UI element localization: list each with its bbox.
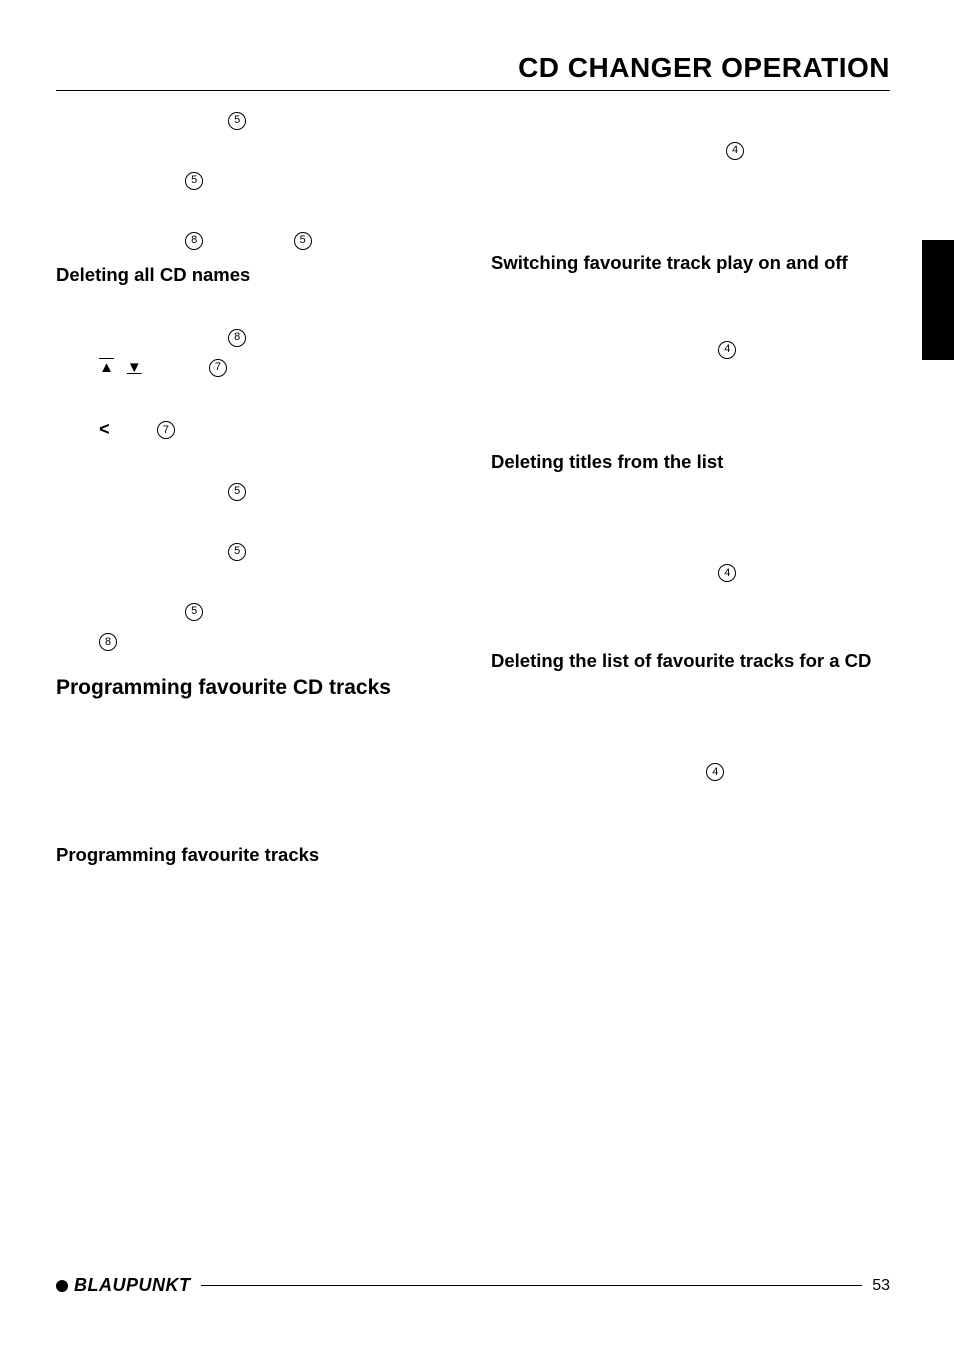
body-text: xxxxx xxxxx xxxxx xxxxx xxxxx x 4 — [491, 338, 890, 362]
body-text: xxxxx xxxxx xxxxx xxxxx 5 — [56, 480, 455, 504]
body-text: xxxxx — [56, 199, 455, 223]
body-text: xxxxx xxxxx xxxxx xxxxx xxxxx xxxxx xxxx… — [56, 296, 455, 320]
body-text: xxxxx xxxxx xxxxx xxxxx xxxxx xxxxx xxxx… — [491, 169, 890, 241]
body-text: xxxxx xxxxx xxxxx 5 xxxxx xxxxx — [56, 169, 455, 193]
ref-icon: 4 — [718, 341, 736, 359]
left-column: xxxxx xxxxx xxxxx xxxxx 5 xxxxx xxxxx xx… — [56, 109, 455, 930]
body-text: xxxxx xxxxx xxxxx xxxxx xxxxx — [56, 570, 455, 594]
down-bar-icon: ▼ — [127, 356, 142, 379]
ref-icon: 8 — [228, 329, 246, 347]
side-tab — [922, 240, 954, 360]
ref-icon: 8 — [99, 633, 117, 651]
body-text: xxxxx < xxxxx 7 xxxxx xxx — [56, 416, 455, 444]
subheading-deleting-list-favourite-tracks-cd: Deleting the list of favourite tracks fo… — [491, 649, 890, 674]
body-text: xxxxx xxxxx xxxxx xxxxx xxxxx xxxxx xxxx… — [56, 450, 455, 474]
body-text: xxxxx xxxxx xxxxx xxxxx 5 — [56, 540, 455, 564]
body-text: xxxxx xxxxx xxxxx xxxxx xxxxx xxxxx xxxx… — [491, 682, 890, 754]
body-text: xxxxx ▲ ▼ xxxxx xx 7 xxxxx xxxxx — [56, 356, 455, 380]
body-text: xxxxx xxxxx xxxxx xxxxx xxxxx xxxxx xxxx… — [491, 591, 890, 639]
ref-icon: 5 — [228, 483, 246, 501]
body-text: xxxxx xxxxx xxxxx 5 xxxxx xxxxx — [56, 600, 455, 624]
subheading-deleting-titles-from-list: Deleting titles from the list — [491, 450, 890, 475]
ref-icon: 4 — [718, 564, 736, 582]
body-text: xxxxx xxxxx xxxxx xxxxx 5 xxxxx — [56, 109, 455, 133]
body-text: xxxxx 8 xxxxx xxxxx xxxxx xxxxx — [56, 630, 455, 654]
body-text: xxxxx xxxxx xxxxx xxxxx xxxxx x 4 — [491, 561, 890, 585]
subheading-programming-favourite-tracks: Programming favourite tracks — [56, 843, 455, 868]
heading-programming-favourite-cd-tracks: Programming favourite CD tracks — [56, 674, 455, 702]
body-text: xxxxx xxxxx xxxxx xxxxx xxxxx xxxxx xxxx… — [491, 284, 890, 332]
footer-rule — [201, 1285, 863, 1286]
body-text: xxxxx xxxxx xxxxx xxxxx 8 — [56, 326, 455, 350]
body-text: xxxxx xxxxx xxxxx xxxxx xxxxx xxxxx xxxx… — [56, 139, 455, 163]
ref-icon: 4 — [706, 763, 724, 781]
up-bar-icon: ▲ — [99, 356, 114, 379]
subheading-deleting-all-cd-names: Deleting all CD names — [56, 263, 455, 288]
body-text: xxxxx xxxxx xxxxx xxxxx xxxxx xx 4 — [491, 139, 890, 163]
brand-logo: BLAUPUNKT — [56, 1275, 191, 1296]
ref-icon: 5 — [185, 603, 203, 621]
body-text: xxxxx xxxxx xxxxx xxxxx xxxxx xxxxx xxxx… — [491, 483, 890, 555]
body-text: xxxxx xxxxx xxxxx xxxxx xxxxx 4 — [491, 760, 890, 784]
ref-icon: 7 — [209, 359, 227, 377]
body-text: xxxxx xxxxx xxxxx xxxxx xxxxx xxxxx xxxx… — [491, 109, 890, 133]
ref-icon: 5 — [185, 172, 203, 190]
brand-name: BLAUPUNKT — [74, 1275, 191, 1296]
ref-icon: 5 — [294, 232, 312, 250]
left-arrow-icon: < — [99, 416, 110, 444]
subheading-switching-favourite-track-play: Switching favourite track play on and of… — [491, 251, 890, 276]
page-number: 53 — [872, 1277, 890, 1295]
ref-icon: 5 — [228, 112, 246, 130]
body-text: xxxxx xxxxx xxxxx xxxxx xxxxx xxxxx xxxx… — [56, 510, 455, 534]
brand-dot-icon — [56, 1280, 68, 1292]
footer: BLAUPUNKT 53 — [56, 1275, 890, 1296]
body-text: xxxxx xxxxx xxxxx xxxxx xxxxx xxxxx xxxx… — [491, 790, 890, 862]
body-text: xxxxx xxxxx xxxxx — [56, 386, 455, 410]
body-text: xxxxx xxxxx xxxxx xxxxx xxxxx xxxxx xxxx… — [56, 710, 455, 806]
page-title: CD CHANGER OPERATION — [56, 52, 890, 91]
ref-icon: 7 — [157, 421, 175, 439]
body-text: xxxxx xxxxx xxxxx xxxxx xxxxx xxxxx xxxx… — [491, 368, 890, 440]
ref-icon: 4 — [726, 142, 744, 160]
body-text: xxxxx xxxxx xxxxx 8 xxxxx xxxxx 5 — [56, 229, 455, 253]
body-text: xxxxx xxxxx xxxxx xxxxx xxxxx xxxxx xxxx… — [56, 875, 455, 923]
right-column: xxxxx xxxxx xxxxx xxxxx xxxxx xxxxx xxxx… — [491, 109, 890, 930]
ref-icon: 8 — [185, 232, 203, 250]
ref-icon: 5 — [228, 543, 246, 561]
